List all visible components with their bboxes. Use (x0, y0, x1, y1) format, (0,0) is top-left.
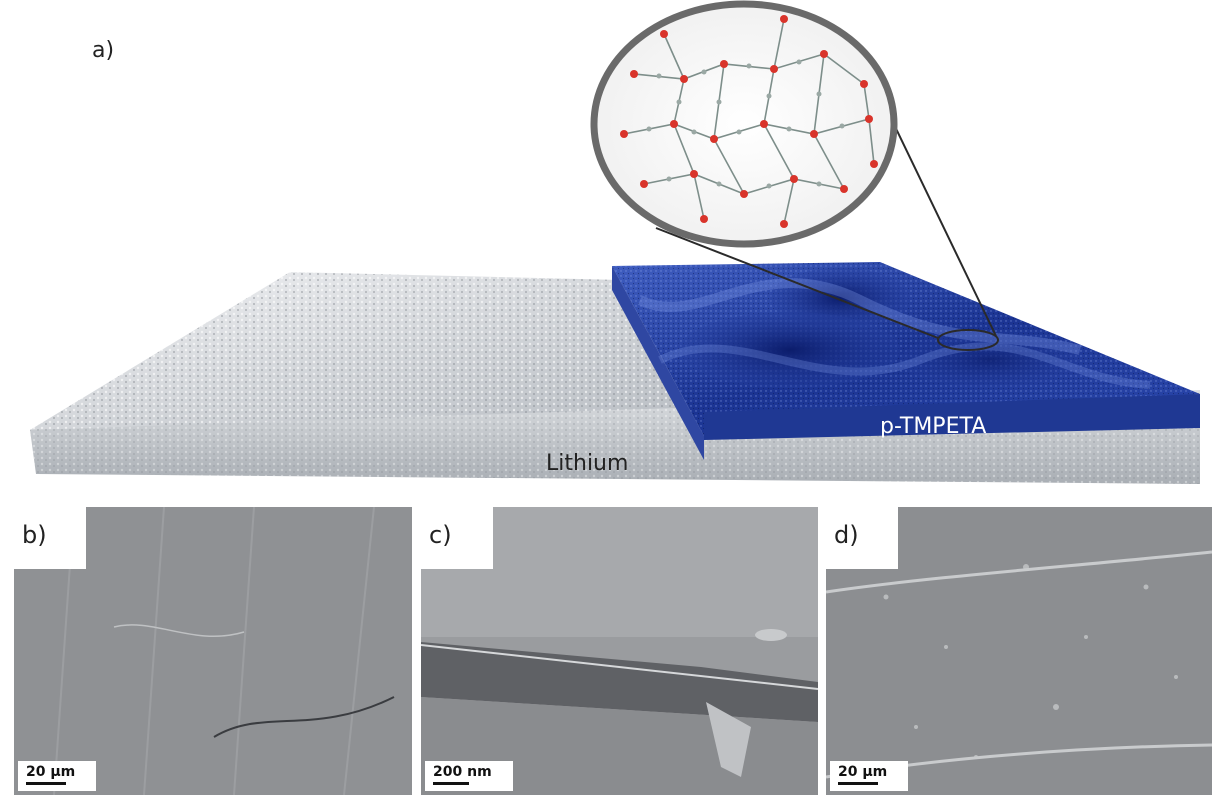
sem-image-d: d) 20 µm (826, 507, 1212, 795)
panel-label-a: a) (92, 38, 115, 63)
lithium-polymer-illustration: p-TMPETA Lithium (30, 0, 1200, 484)
scale-bar-d (838, 782, 878, 785)
scale-bar-label-c: 200 nm (433, 764, 492, 780)
layer-label-polymer: p-TMPETA (880, 414, 986, 439)
polymer-network-zoom (590, 0, 898, 248)
zoom-region-marker (937, 329, 999, 351)
panel-label-b: b) (22, 521, 47, 549)
scale-bar-c (433, 782, 469, 785)
panel-label-d: d) (834, 521, 859, 549)
sem-image-c: c) 200 nm (421, 507, 818, 795)
layer-label-lithium: Lithium (546, 451, 628, 476)
sem-image-b: b) 20 µm (14, 507, 412, 795)
polymer-layer-side (612, 266, 704, 460)
panel-label-c: c) (429, 521, 452, 549)
scale-bar-label-d: 20 µm (838, 764, 888, 780)
figure-panel-a: a) (30, 0, 1200, 484)
scale-bar-label-b: 20 µm (26, 764, 76, 780)
scale-bar-b (26, 782, 66, 785)
